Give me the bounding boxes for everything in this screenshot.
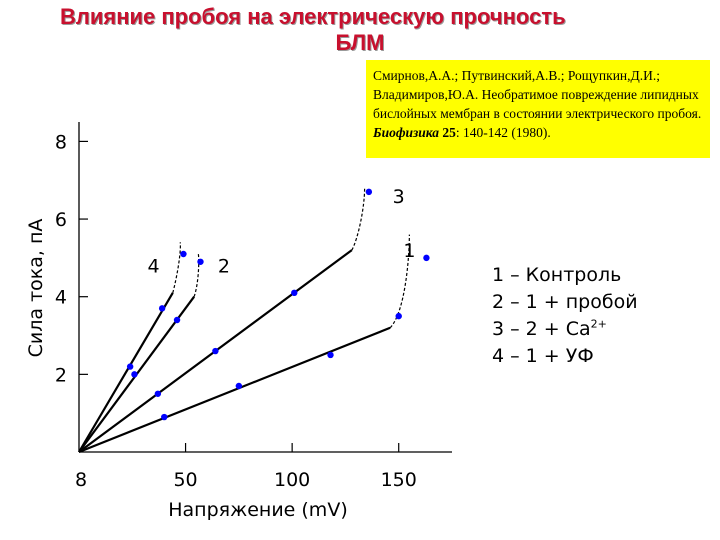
x-tick-label: 50	[173, 469, 197, 491]
title-line-1: Влияние пробоя на электрическую прочност…	[60, 4, 566, 29]
series-label-3: 3	[393, 186, 405, 208]
fit-line-1	[78, 326, 391, 454]
y-tick-label: 8	[55, 131, 67, 153]
slide-title: Влияние пробоя на электрическую прочност…	[40, 4, 680, 56]
fit-line-4	[78, 292, 174, 453]
data-point-4	[126, 363, 134, 370]
series-label-4: 4	[148, 256, 160, 278]
x-axis-label: Напряжение (mV)	[168, 499, 347, 521]
citation-pages: : 140-142 (1980).	[455, 125, 551, 140]
series-label-2: 2	[218, 256, 230, 278]
x-tick-label: 8	[75, 469, 87, 491]
legend-item-2: 2 – 1 + пробой	[492, 291, 638, 313]
title-line-2: БЛМ	[335, 30, 385, 55]
data-point-2	[197, 258, 204, 265]
citation-authors: Смирнов,А.А.; Путвинский,А.В.; Рощупкин,…	[373, 68, 702, 121]
data-point-1	[327, 351, 334, 359]
citation-box: Смирнов,А.А.; Путвинский,А.В.; Рощупкин,…	[366, 60, 710, 158]
y-tick-label: 2	[55, 364, 67, 386]
legend-item-4: 4 – 1 + УФ	[492, 345, 594, 367]
data-point-2	[173, 316, 181, 324]
data-point-1	[395, 312, 402, 320]
citation-volume: 25	[442, 125, 456, 140]
breakdown-curve-4	[172, 242, 181, 293]
data-point-1	[235, 382, 243, 390]
series-labels: 1 2 3 4	[148, 186, 416, 278]
data-point-1	[161, 413, 168, 421]
data-point-3	[365, 188, 373, 196]
legend-item-1: 1 – Контроль	[492, 264, 622, 286]
data-point-4	[180, 250, 187, 258]
breakdown-curves	[172, 187, 410, 329]
x-tick-label: 150	[381, 469, 417, 491]
chart-axes: 8 50 100 150 2 4 6 8 Напряжение (mV) Сила тока, п…	[25, 122, 452, 521]
breakdown-curve-3	[351, 187, 366, 251]
legend: 1 – Контроль 2 – 1 + пробой 3 – 2 + Ca2+…	[492, 262, 638, 370]
y-tick-label: 6	[55, 209, 67, 231]
data-points	[126, 188, 430, 421]
legend-item-3: 3 – 2 + Ca2+	[492, 317, 607, 340]
data-point-1	[423, 254, 430, 262]
citation-journal: Биофизика	[373, 125, 440, 140]
y-axis-label: Сила тока, пА	[25, 219, 47, 358]
series-label-1: 1	[403, 240, 415, 262]
x-tick-label: 100	[274, 469, 310, 491]
y-tick-label: 4	[55, 287, 67, 309]
fit-lines	[78, 249, 391, 454]
data-point-3	[291, 289, 298, 297]
breakdown-curve-1	[389, 234, 410, 329]
data-point-2	[131, 371, 138, 378]
breakdown-curve-2	[193, 253, 200, 297]
data-point-4	[158, 305, 166, 312]
data-point-2	[154, 390, 162, 397]
data-point-2	[212, 347, 219, 355]
